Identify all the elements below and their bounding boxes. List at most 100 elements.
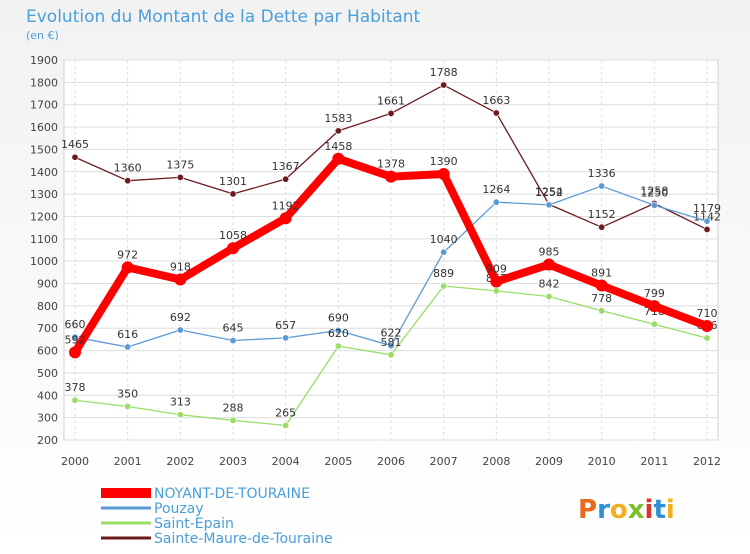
legend-swatch (101, 521, 151, 525)
chart-subtitle: (en €) (26, 29, 59, 42)
data-label: 1252 (535, 186, 563, 199)
data-label: 1375 (166, 158, 194, 171)
y-tick-label: 1300 (30, 188, 58, 201)
data-label: 1465 (61, 138, 89, 151)
data-point (176, 326, 184, 334)
data-point (492, 198, 500, 206)
svg-text:Proxiti: Proxiti (578, 495, 675, 525)
data-label: 265 (275, 406, 296, 419)
data-point (334, 342, 342, 350)
x-tick-label: 2007 (430, 455, 458, 468)
data-label: 1360 (114, 162, 142, 175)
data-label: 891 (591, 267, 612, 280)
data-point (282, 421, 290, 429)
x-tick-label: 2004 (272, 455, 300, 468)
data-label: 842 (539, 277, 560, 290)
y-tick-label: 500 (37, 367, 58, 380)
y-axis: 200 300 400 500 600 700 800 900 1000 1100 1200 1300… (30, 54, 58, 447)
y-tick-label: 1600 (30, 121, 58, 134)
series-group: 1465 1360 1375 1301 1367 1583 1661 1788 1663 1254… (61, 66, 721, 233)
data-label: 1661 (377, 94, 405, 107)
data-label: 972 (117, 248, 138, 261)
data-point (227, 242, 239, 255)
data-point (387, 351, 395, 359)
data-point (490, 275, 503, 288)
data-point (545, 201, 553, 209)
data-label: 1142 (693, 210, 721, 223)
series-group: 660 616 692 645 657 690 622 1040 1264 1252 1336 125… (65, 167, 721, 351)
data-point (174, 273, 187, 286)
proxiti-logo: Proxiti (578, 495, 675, 525)
data-point (332, 152, 345, 165)
data-point (595, 279, 608, 292)
x-tick-label: 2003 (219, 455, 247, 468)
plot-frame (63, 59, 719, 441)
data-point (703, 334, 711, 342)
data-label: 1152 (588, 208, 616, 221)
data-label: 1058 (219, 229, 247, 242)
data-label: 620 (328, 327, 349, 340)
data-point (279, 212, 292, 225)
data-point (121, 261, 134, 274)
data-point (440, 282, 448, 290)
y-tick-label: 1800 (30, 76, 58, 89)
x-tick-label: 2011 (640, 455, 668, 468)
y-tick-label: 1700 (30, 99, 58, 112)
data-label: 1254 (535, 185, 563, 198)
x-tick-label: 2001 (114, 455, 142, 468)
data-label: 288 (223, 401, 244, 414)
data-label: 313 (170, 396, 191, 409)
y-tick-label: 300 (37, 412, 58, 425)
data-point (71, 333, 79, 341)
y-tick-label: 1500 (30, 143, 58, 156)
data-point (124, 177, 132, 185)
legend-swatch (101, 506, 151, 510)
data-point (598, 307, 606, 315)
y-tick-label: 1100 (30, 233, 58, 246)
data-label: 690 (328, 311, 349, 324)
data-point (543, 258, 555, 271)
data-label: 660 (65, 318, 86, 331)
chart-title: Evolution du Montant de la Dette par Hab… (26, 7, 421, 27)
x-tick-label: 2006 (377, 455, 405, 468)
data-point (703, 225, 711, 233)
series-layer: 1465 1360 1375 1301 1367 1583 1661 1788 1663 1254… (61, 66, 721, 429)
data-point (440, 81, 448, 89)
data-point (124, 402, 132, 410)
y-tick-label: 1900 (30, 54, 58, 67)
data-point (176, 411, 184, 419)
data-point (282, 334, 290, 342)
data-label: 1367 (272, 160, 300, 173)
data-point (648, 300, 661, 313)
legend-swatch (101, 536, 151, 540)
y-tick-label: 1200 (30, 210, 58, 223)
data-label: 799 (644, 287, 665, 300)
data-label: 710 (697, 307, 718, 320)
data-point (124, 343, 132, 351)
legend-label: Saint-Epain (154, 516, 234, 532)
data-point (71, 153, 79, 161)
data-point (71, 396, 79, 404)
x-tick-label: 2012 (693, 455, 721, 468)
x-tick-label: 2008 (482, 455, 510, 468)
data-label: 350 (117, 387, 138, 400)
data-point (69, 346, 81, 359)
data-point (387, 109, 395, 117)
y-tick-label: 700 (37, 322, 58, 335)
data-label: 1250 (640, 186, 668, 199)
y-tick-label: 1000 (30, 255, 58, 268)
data-label: 1583 (324, 112, 352, 125)
data-label: 909 (486, 263, 507, 276)
legend-label: NOYANT-DE-TOURAINE (154, 486, 310, 502)
data-point (440, 248, 448, 256)
series-group: 592 972 918 1058 1192 1458 1378 1390 909 985 891 79… (65, 140, 718, 359)
data-label: 778 (591, 292, 612, 305)
data-point (703, 217, 711, 225)
y-tick-label: 200 (37, 434, 58, 447)
data-label: 1788 (430, 66, 458, 79)
data-point (701, 320, 713, 332)
data-point (385, 170, 397, 183)
data-label: 692 (170, 311, 191, 324)
data-label: 1301 (219, 175, 247, 188)
